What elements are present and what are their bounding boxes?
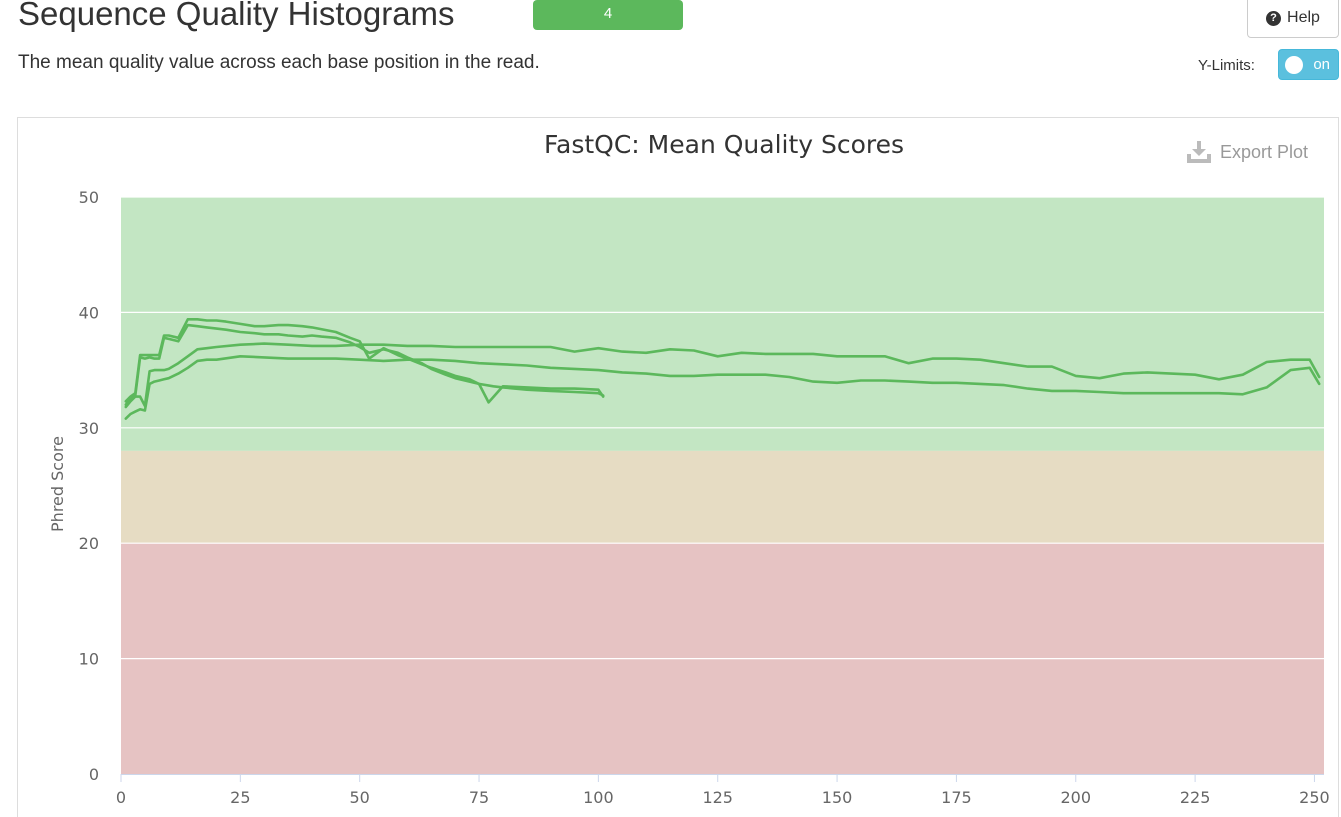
export-plot-label: Export Plot: [1220, 141, 1309, 162]
x-tick-label: 250: [1299, 788, 1330, 807]
toggle-label: on: [1313, 56, 1330, 73]
y-tick-label: 50: [79, 188, 99, 207]
ylimits-label: Y-Limits:: [1198, 57, 1255, 74]
status-badge[interactable]: 4: [533, 0, 683, 30]
ylimits-toggle[interactable]: on: [1278, 49, 1339, 80]
y-tick-label: 10: [79, 650, 99, 669]
x-tick-label: 0: [116, 788, 126, 807]
x-tick-label: 25: [230, 788, 250, 807]
x-tick-label: 225: [1180, 788, 1211, 807]
y-axis-label: Phred Score: [48, 436, 67, 532]
data-lines: [124, 318, 1321, 420]
series-line-1[interactable]: [124, 342, 1321, 409]
x-tick-label: 125: [702, 788, 733, 807]
section-description: The mean quality value across each base …: [18, 52, 540, 73]
export-plot-button[interactable]: Export Plot: [1186, 140, 1308, 164]
band-warn: [121, 450, 1324, 544]
x-tick-label: 175: [941, 788, 972, 807]
section-title: Sequence Quality Histograms: [18, 0, 455, 32]
x-tick-label: 50: [350, 788, 370, 807]
x-tick-labels: 0 25 50 75 100 125 150 175 200 225 250: [116, 774, 1330, 807]
y-tick-labels: 0 10 20 30 40 50: [79, 188, 99, 784]
question-circle-icon: ?: [1266, 10, 1282, 26]
quality-bands: [121, 197, 1324, 774]
x-tick-label: 100: [583, 788, 614, 807]
download-icon: [1187, 141, 1211, 163]
y-tick-label: 30: [79, 419, 99, 438]
y-tick-label: 20: [79, 534, 99, 553]
grid-lines: [121, 196, 1324, 660]
x-tick-label: 200: [1060, 788, 1091, 807]
chart-title: FastQC: Mean Quality Scores: [544, 130, 904, 159]
help-button[interactable]: ? Help: [1247, 0, 1339, 38]
y-tick-label: 40: [79, 303, 99, 322]
help-label: Help: [1287, 9, 1320, 26]
series-line-4[interactable]: [124, 323, 605, 406]
toggle-knob: [1285, 55, 1303, 74]
y-tick-label: 0: [89, 765, 99, 784]
band-pass: [121, 197, 1324, 451]
x-tick-label: 75: [469, 788, 489, 807]
x-tick-label: 150: [822, 788, 853, 807]
series-line-2[interactable]: [124, 355, 1321, 420]
